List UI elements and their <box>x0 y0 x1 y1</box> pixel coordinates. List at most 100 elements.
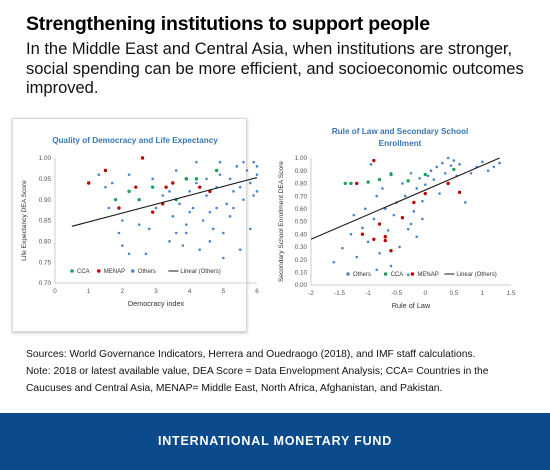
data-point-cca <box>113 197 118 202</box>
x-tick-label: 2 <box>121 288 125 295</box>
data-point-cca <box>366 180 370 184</box>
data-point-menap <box>134 185 138 189</box>
data-point-others <box>352 213 356 217</box>
x-axis-title: Rule of Law <box>392 301 431 310</box>
legend-label: Others <box>353 272 371 278</box>
trend-line <box>71 177 258 227</box>
data-point-others <box>228 177 232 181</box>
data-point-others <box>232 206 235 210</box>
data-point-others <box>255 165 259 168</box>
data-point-others <box>238 248 242 251</box>
x-tick-label: -0.5 <box>391 290 402 297</box>
data-point-others <box>429 169 433 172</box>
y-tick-label: 0.40 <box>295 231 308 238</box>
data-point-others <box>421 217 424 221</box>
legend-swatch-others <box>346 272 350 276</box>
data-point-others <box>174 231 178 235</box>
footer-brand-text: INTERNATIONAL MONETARY FUND <box>157 434 393 448</box>
data-point-others <box>426 174 430 178</box>
data-point-menap <box>377 222 382 226</box>
data-point-others <box>181 244 185 247</box>
data-point-others <box>449 164 453 167</box>
data-point-others <box>151 177 154 181</box>
data-point-others <box>215 206 218 210</box>
data-point-others <box>435 165 439 169</box>
data-point-others <box>463 201 467 204</box>
data-point-others <box>195 160 198 164</box>
data-point-others <box>195 181 198 185</box>
data-point-others <box>349 232 353 236</box>
data-point-menap <box>360 232 365 236</box>
sources-text: Sources: World Governance Indicators, He… <box>26 349 476 360</box>
data-point-others <box>446 156 450 160</box>
data-point-menap <box>372 158 376 163</box>
data-point-others <box>121 244 124 247</box>
trend-line <box>310 157 500 240</box>
data-point-others <box>389 264 393 268</box>
data-point-others <box>201 219 205 222</box>
data-point-others <box>218 173 222 176</box>
data-point-menap <box>86 181 91 185</box>
data-point-others <box>392 213 396 217</box>
chart-title: Quality of Democracy and Life Expectancy <box>52 136 218 145</box>
data-point-menap <box>389 249 393 253</box>
y-tick-label: 1.00 <box>39 155 52 162</box>
data-point-others <box>421 199 424 203</box>
data-point-others <box>168 190 171 193</box>
data-point-others <box>242 160 245 164</box>
data-point-cca <box>137 197 141 202</box>
y-tick-label: 0.95 <box>39 176 52 183</box>
data-point-others <box>381 187 384 190</box>
y-tick-label: 0.30 <box>295 244 308 251</box>
data-point-others <box>104 185 107 189</box>
data-point-others <box>222 231 225 235</box>
data-point-others <box>191 206 195 210</box>
data-point-others <box>332 260 336 264</box>
data-point-others <box>375 268 379 272</box>
data-point-others <box>235 165 239 168</box>
data-point-others <box>121 219 124 222</box>
x-tick-label: 0 <box>424 290 428 297</box>
data-point-others <box>443 171 447 175</box>
data-point-menap <box>383 235 387 239</box>
note-text: Note: 2018 or latest available value, DE… <box>26 366 489 394</box>
x-tick-label: 1 <box>87 288 91 295</box>
y-tick-label: 0.85 <box>39 218 52 225</box>
data-point-others <box>386 229 390 232</box>
data-point-others <box>441 161 444 165</box>
data-point-cca <box>423 172 427 177</box>
y-tick-label: 0.10 <box>295 270 308 277</box>
legend-label: Linear (Others) <box>456 272 496 278</box>
data-point-menap <box>372 237 376 241</box>
x-tick-label: 0.5 <box>449 290 458 297</box>
data-point-menap <box>164 185 168 189</box>
data-point-others <box>228 215 232 218</box>
legend-swatch-cca <box>70 269 74 273</box>
data-point-others <box>198 248 202 251</box>
chart-title: Enrollment <box>379 139 422 148</box>
x-axis-title: Democracy index <box>128 299 185 308</box>
data-point-others <box>185 231 188 235</box>
data-point-others <box>205 177 208 181</box>
data-point-cca <box>389 172 393 177</box>
data-point-others <box>415 235 419 239</box>
y-tick-label: 0.75 <box>39 259 52 266</box>
x-tick-label: 6 <box>255 288 259 295</box>
x-tick-label: 4 <box>188 288 192 295</box>
data-point-others <box>406 273 410 277</box>
data-point-others <box>375 194 379 198</box>
legend-label: Others <box>138 269 156 275</box>
scatter-chart-democracy-life-expectancy: Quality of Democracy and Life Expectancy… <box>21 136 259 308</box>
legend-swatch-cca <box>383 272 388 276</box>
page-title: Strengthening institutions to support pe… <box>26 13 430 35</box>
data-point-others <box>432 178 436 181</box>
legend-swatch-others <box>131 269 135 273</box>
data-point-others <box>97 173 101 176</box>
data-point-others <box>363 207 367 211</box>
data-point-others <box>378 251 381 255</box>
data-point-cca <box>452 167 456 172</box>
data-point-others <box>406 227 410 231</box>
data-point-others <box>403 194 407 198</box>
x-tick-label: -1.5 <box>334 290 345 297</box>
footer-bar: INTERNATIONAL MONETARY FUND <box>0 413 550 470</box>
